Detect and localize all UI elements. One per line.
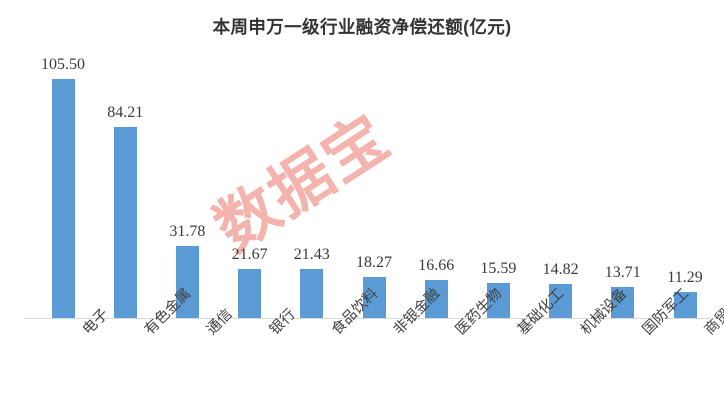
bar-value-label: 18.27: [356, 253, 392, 271]
bar[interactable]: [51, 79, 75, 318]
category-label-6: 医药生物: [453, 285, 506, 339]
bar-value-label: 16.66: [418, 257, 455, 275]
bar[interactable]: [673, 292, 697, 318]
category-label-10: 商贸零售: [701, 285, 724, 339]
bar[interactable]: [300, 269, 324, 318]
category-label-9: 国防军工: [639, 285, 692, 339]
category-label-3: 银行: [266, 306, 299, 339]
bar[interactable]: [611, 286, 635, 318]
bar-value-label: 14.82: [542, 261, 579, 279]
bar-value-label: 105.50: [41, 56, 85, 73]
bar-value-label: 21.67: [231, 245, 268, 263]
chart-title: 本周申万一级行业融资净偿还额(亿元): [212, 17, 512, 37]
category-label-1: 有色金属: [142, 285, 195, 339]
category-label-7: 基础化工: [515, 285, 568, 339]
bar-value-label: 13.71: [604, 263, 641, 281]
category-label-0: 电子: [79, 306, 112, 339]
bar[interactable]: [424, 280, 448, 318]
bar[interactable]: [486, 282, 510, 318]
bar-value-label: 84.21: [107, 104, 144, 122]
x-axis-line: [25, 318, 710, 319]
bar-value-label: 31.78: [169, 223, 206, 241]
bar-value-label: 15.59: [480, 259, 517, 277]
category-label-5: 非银金融: [390, 285, 444, 339]
category-label-2: 通信: [204, 306, 237, 339]
bar[interactable]: [113, 127, 137, 318]
bar[interactable]: [549, 284, 573, 318]
watermark-text: 数据宝: [203, 102, 402, 265]
category-label-8: 机械设备: [577, 285, 630, 339]
bar-value-label: 11.29: [667, 269, 703, 287]
bar[interactable]: [238, 268, 262, 318]
bar[interactable]: [175, 246, 199, 318]
bar-value-label: 21.43: [293, 246, 330, 264]
category-label-4: 食品饮料: [328, 285, 381, 339]
bar[interactable]: [362, 276, 386, 318]
